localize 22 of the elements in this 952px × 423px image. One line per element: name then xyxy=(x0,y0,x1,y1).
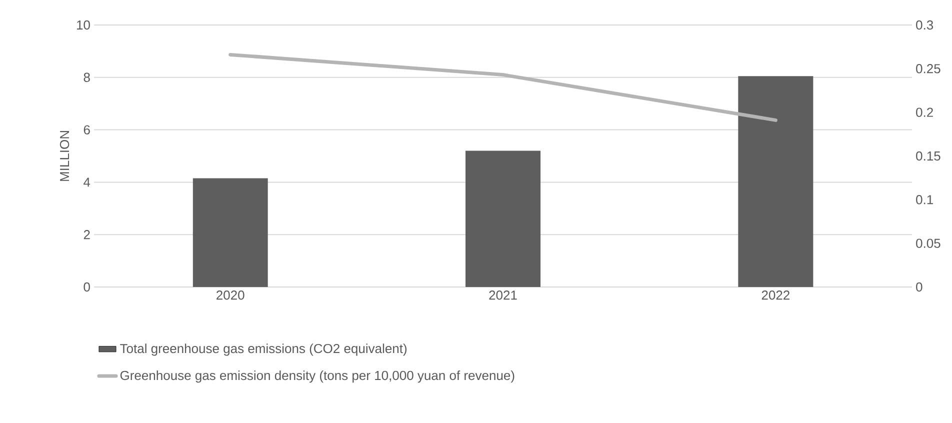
y2-tick-label: 0 xyxy=(916,282,922,292)
y2-tick-label: 0.2 xyxy=(916,108,933,117)
x-tick-label: 2022 xyxy=(762,290,790,300)
y2-tick-label: 0.05 xyxy=(916,238,940,248)
y-tick-label: 10 xyxy=(76,20,90,30)
legend-label: Total greenhouse gas emissions (CO2 equivalent) xyxy=(120,344,407,356)
y-tick-label: 4 xyxy=(84,178,90,187)
y2-tick-label: 0.15 xyxy=(916,151,940,161)
y-axis-title: MILLION xyxy=(60,131,70,181)
y-tick-label: 0 xyxy=(84,282,90,292)
bar xyxy=(466,150,541,287)
y2-tick-label: 0.25 xyxy=(916,64,940,74)
y2-tick-label: 0.3 xyxy=(916,20,934,30)
bar xyxy=(738,76,814,287)
legend-label: Greenhouse gas emission density (tons per 10,000 yuan of revenue) xyxy=(120,370,514,383)
y-tick-label: 8 xyxy=(84,72,90,82)
y-tick-label: 6 xyxy=(84,125,90,134)
bar xyxy=(192,178,268,287)
x-tick-label: 2020 xyxy=(216,290,244,300)
y2-tick-label: 0.1 xyxy=(916,195,933,204)
x-tick-label: 2021 xyxy=(489,290,517,300)
y-tick-label: 2 xyxy=(84,230,90,240)
